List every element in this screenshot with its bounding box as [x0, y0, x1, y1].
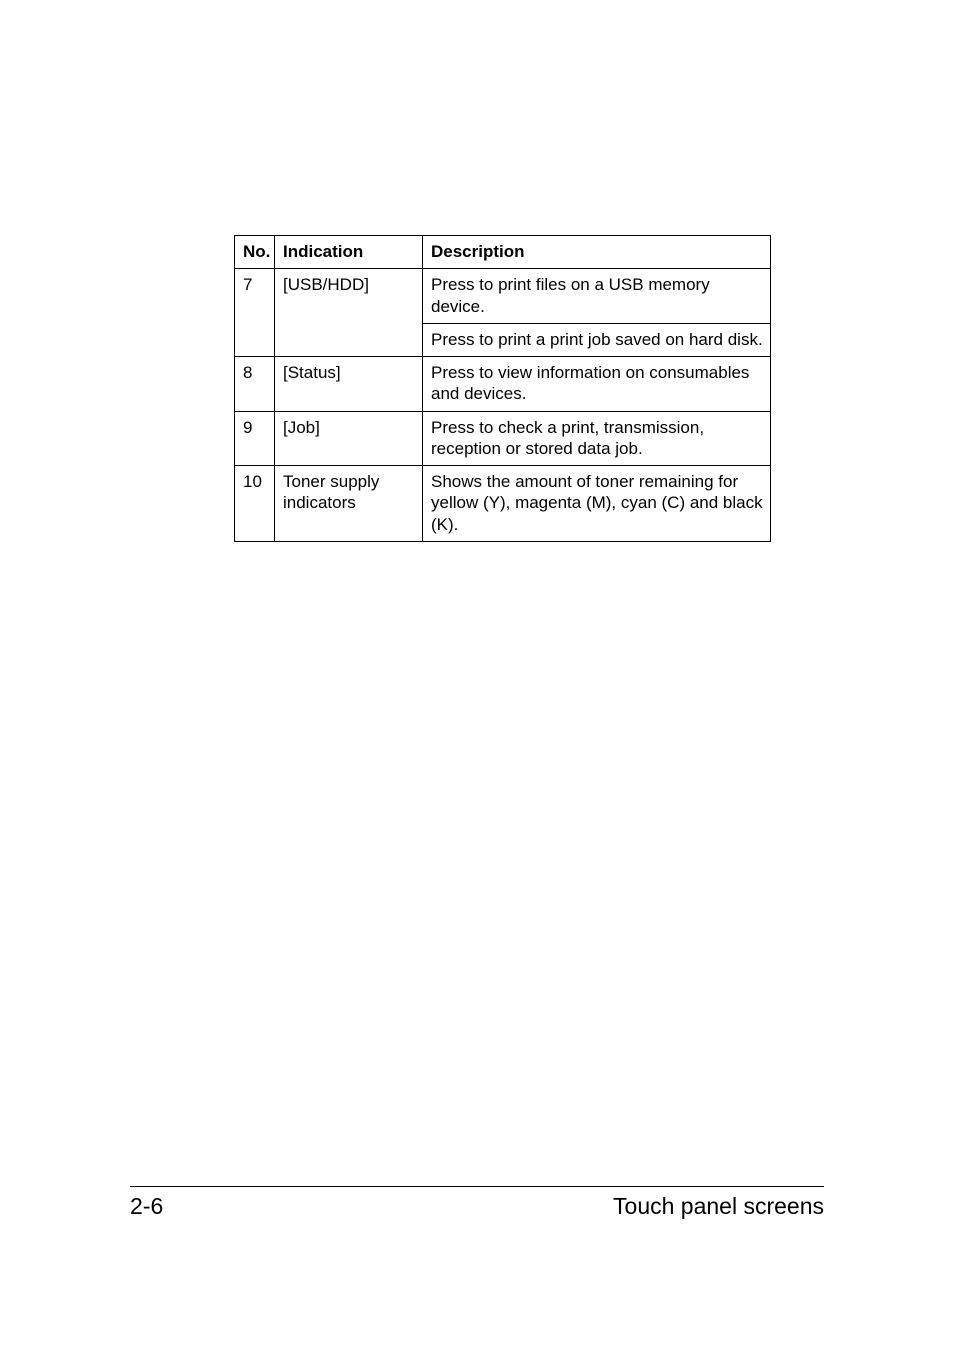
col-header-indication: Indication — [275, 236, 423, 269]
indication-table-wrap: No. Indication Description 7 [USB/HDD] P… — [234, 235, 770, 542]
table-header-row: No. Indication Description — [235, 236, 771, 269]
page: No. Indication Description 7 [USB/HDD] P… — [0, 0, 954, 1350]
table-row: 7 [USB/HDD] Press to print files on a US… — [235, 269, 771, 324]
table-row: 10 Toner supply indicators Shows the amo… — [235, 466, 771, 542]
cell-indication: [USB/HDD] — [275, 269, 423, 357]
section-title: Touch panel screens — [613, 1193, 824, 1220]
cell-indication: Toner supply indicators — [275, 466, 423, 542]
cell-description: Shows the amount of toner remaining for … — [423, 466, 771, 542]
table-row: 9 [Job] Press to check a print, transmis… — [235, 411, 771, 466]
cell-no: 8 — [235, 357, 275, 412]
page-footer: 2-6 Touch panel screens — [130, 1186, 824, 1220]
footer-row: 2-6 Touch panel screens — [130, 1193, 824, 1220]
cell-description: Press to check a print, transmission, re… — [423, 411, 771, 466]
cell-description: Press to print a print job saved on hard… — [423, 323, 771, 356]
col-header-description: Description — [423, 236, 771, 269]
indication-table: No. Indication Description 7 [USB/HDD] P… — [234, 235, 771, 542]
footer-rule — [130, 1186, 824, 1187]
cell-description: Press to print files on a USB memory dev… — [423, 269, 771, 324]
table-row: 8 [Status] Press to view information on … — [235, 357, 771, 412]
cell-no: 9 — [235, 411, 275, 466]
cell-description: Press to view information on consumables… — [423, 357, 771, 412]
col-header-no: No. — [235, 236, 275, 269]
cell-indication: [Status] — [275, 357, 423, 412]
cell-no: 7 — [235, 269, 275, 357]
cell-no: 10 — [235, 466, 275, 542]
page-number: 2-6 — [130, 1193, 163, 1220]
cell-indication: [Job] — [275, 411, 423, 466]
